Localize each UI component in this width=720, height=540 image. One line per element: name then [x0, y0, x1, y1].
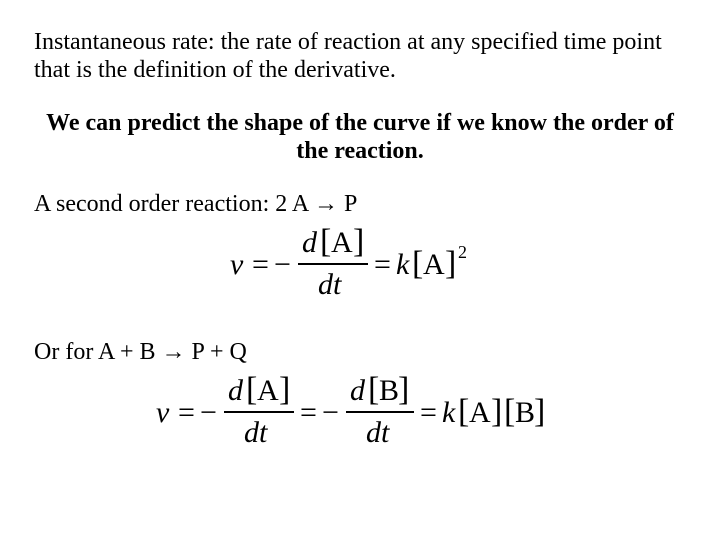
paragraph-predict-shape: We can predict the shape of the curve if… [34, 109, 686, 166]
equation-1: v = − d [ A ] dt = k [ A [220, 226, 500, 304]
paragraph-second-order: A second order reaction: 2 A → P [34, 191, 686, 218]
or-for-suffix: P + Q [186, 339, 247, 365]
eq2-rbB: ] [534, 393, 545, 430]
eq2-fracA-A: A [257, 374, 279, 407]
eq1-A2: A [423, 248, 445, 281]
equation-2: v = − d [ A ] dt = − d [ B [150, 374, 570, 452]
equation-2-wrap: v = − d [ A ] dt = − d [ B [34, 374, 686, 457]
arrow-icon-2: → [162, 339, 186, 365]
eq1-k: k [396, 248, 410, 281]
eq1-den-dt: dt [318, 268, 342, 301]
eq2-rbA: ] [491, 393, 502, 430]
eq2-fracB-B: B [379, 374, 399, 407]
eq1-num-rb: ] [353, 226, 364, 260]
eq1-fraction: d [ A ] dt [298, 226, 368, 301]
arrow-icon: → [314, 191, 338, 217]
eq2-fracA: d [ A ] dt [224, 374, 294, 449]
eq2-eq3: = [420, 396, 437, 429]
eq1-sq: 2 [458, 242, 467, 262]
eq2-fracB-rb: ] [398, 374, 409, 408]
paragraph-or-for: Or for A + B → P + Q [34, 339, 686, 366]
eq1-lb2: [ [412, 245, 423, 282]
eq1-eq1: = [252, 248, 269, 281]
eq2-fracB-lb: [ [368, 374, 379, 408]
eq1-rb2: ] [445, 245, 456, 282]
eq2-minus1: − [200, 396, 217, 429]
eq1-num-lb: [ [320, 226, 331, 260]
eq1-minus: − [274, 248, 291, 281]
second-order-prefix: A second order reaction: 2 A [34, 191, 314, 217]
paragraph-instantaneous-rate: Instantaneous rate: the rate of reaction… [34, 28, 686, 85]
or-for-prefix: Or for A + B [34, 339, 162, 365]
eq2-B: B [515, 396, 535, 429]
eq1-eq2: = [374, 248, 391, 281]
eq2-fracB-dt: dt [366, 416, 390, 449]
eq1-num-A: A [331, 226, 353, 259]
slide: Instantaneous rate: the rate of reaction… [0, 0, 720, 540]
eq2-fracB: d [ B ] dt [346, 374, 414, 449]
equation-1-wrap: v = − d [ A ] dt = k [ A [34, 226, 686, 309]
eq2-eq1: = [178, 396, 195, 429]
eq2-A: A [469, 396, 491, 429]
eq2-k: k [442, 396, 456, 429]
eq2-fracA-lb: [ [246, 374, 257, 408]
eq2-v: v [156, 396, 170, 429]
eq2-eq2: = [300, 396, 317, 429]
eq2-fracA-dt: dt [244, 416, 268, 449]
second-order-suffix: P [338, 191, 357, 217]
eq2-lbA: [ [458, 393, 469, 430]
eq2-fracB-d: d [350, 374, 366, 407]
eq2-fracA-d: d [228, 374, 244, 407]
eq2-lbB: [ [504, 393, 515, 430]
eq1-v: v [230, 248, 244, 281]
eq1-num-d: d [302, 226, 318, 259]
eq2-minus2: − [322, 396, 339, 429]
eq2-fracA-rb: ] [279, 374, 290, 408]
